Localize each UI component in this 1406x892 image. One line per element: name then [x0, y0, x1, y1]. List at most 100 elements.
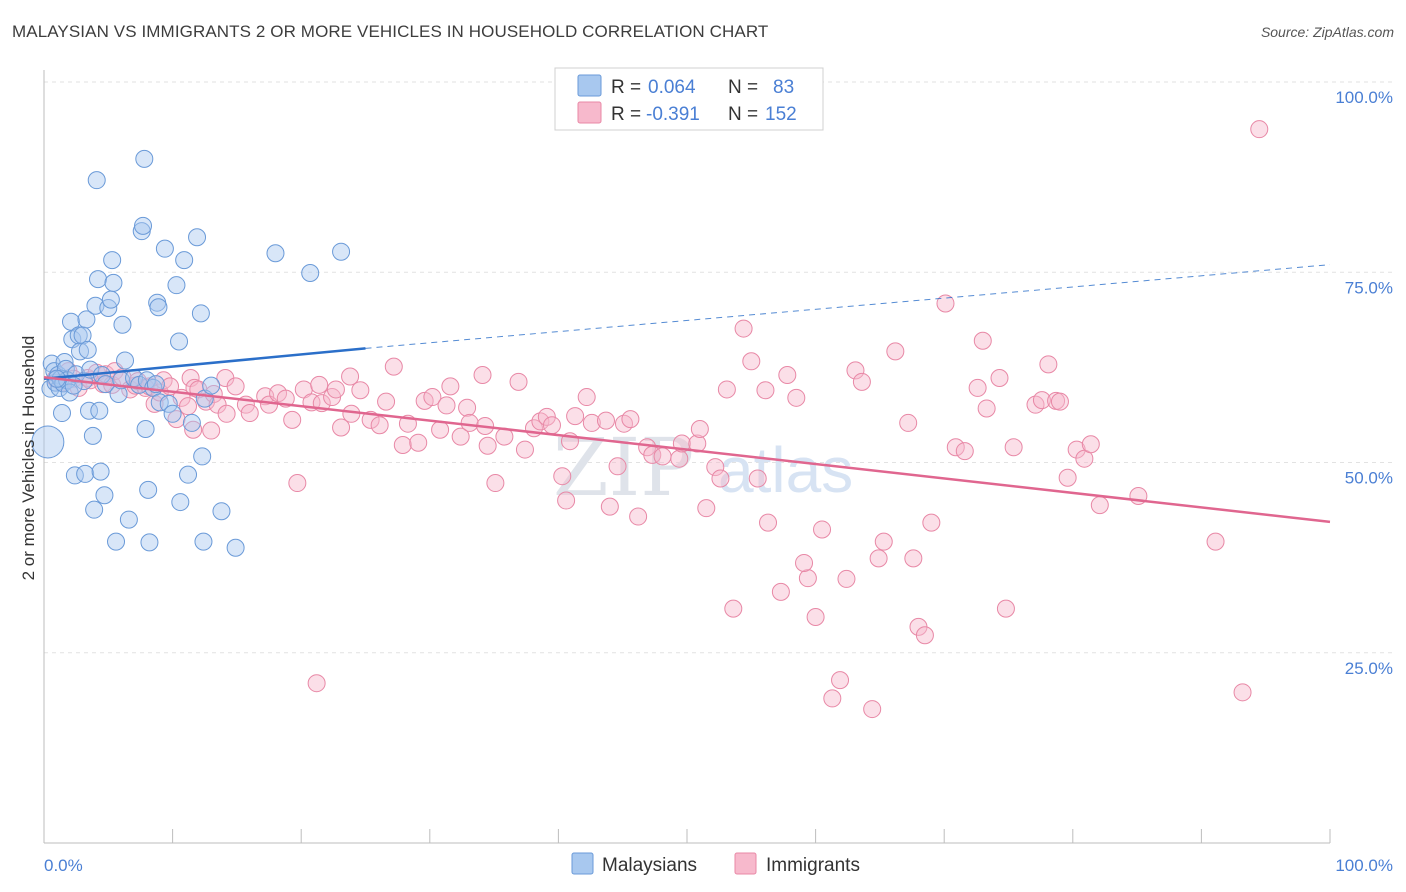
- tick-labels: 100.0% 75.0% 50.0% 25.0% 0.0% 100.0%: [44, 88, 1393, 875]
- malaysians-point: [188, 228, 207, 247]
- y-tick-label: 75.0%: [1345, 278, 1393, 297]
- immigrants-point: [787, 388, 806, 407]
- malaysians-point: [150, 393, 169, 412]
- immigrants-point: [621, 410, 640, 429]
- immigrants-point: [711, 469, 730, 488]
- x-tick-label: 100.0%: [1335, 856, 1393, 875]
- malaysians-point: [226, 538, 245, 557]
- immigrants-point: [441, 377, 460, 396]
- immigrants-point: [690, 420, 709, 439]
- series-legend: Malaysians Immigrants: [571, 852, 860, 876]
- y-axis-title: 2 or more Vehicles in Household: [19, 336, 38, 581]
- y-tick-label: 100.0%: [1335, 88, 1393, 107]
- immigrants-point: [393, 435, 412, 454]
- legend-r-label: R =: [611, 77, 641, 98]
- stats-legend: R = 0.064 N = 83 R = -0.391 N = 152: [554, 67, 824, 131]
- immigrants-point: [806, 607, 825, 626]
- malaysians-point: [78, 340, 97, 359]
- immigrants-point: [451, 427, 470, 446]
- immigrants-point: [342, 404, 361, 423]
- immigrants-point: [509, 372, 528, 391]
- immigrants-point: [437, 396, 456, 415]
- immigrants-point: [553, 467, 572, 486]
- immigrants-point: [742, 352, 761, 371]
- malaysians-point: [136, 420, 155, 439]
- immigrants-point: [968, 378, 987, 397]
- immigrants-point: [831, 671, 850, 690]
- immigrants-point: [813, 520, 832, 539]
- immigrants-point: [608, 457, 627, 476]
- malaysians-point: [76, 464, 95, 483]
- y-tick-label: 50.0%: [1345, 469, 1393, 488]
- immigrants-point: [973, 331, 992, 350]
- immigrants-point: [996, 599, 1015, 618]
- legend-swatch-malaysians: [577, 74, 602, 97]
- malaysians-point: [71, 342, 90, 361]
- immigrants-point: [869, 549, 888, 568]
- immigrants-point: [614, 414, 633, 433]
- malaysians-trend-line: [43, 347, 366, 381]
- immigrants-point: [384, 357, 403, 376]
- malaysians-point: [62, 312, 81, 331]
- immigrants-point: [748, 469, 767, 488]
- malaysians-point: [101, 290, 120, 309]
- malaysians-point: [202, 376, 221, 395]
- legend-r-value: -0.391: [646, 104, 700, 125]
- legend-n-value: 83: [773, 77, 794, 98]
- immigrants-point: [423, 388, 442, 407]
- malaysians-point: [134, 216, 153, 235]
- legend-n-value: 152: [765, 104, 797, 125]
- bottom-legend-malaysians: Malaysians: [602, 855, 697, 876]
- immigrants-point: [899, 413, 918, 432]
- immigrants-point: [600, 497, 619, 516]
- immigrants-point: [734, 319, 753, 338]
- malaysians-point: [55, 353, 74, 372]
- immigrants-point: [1081, 435, 1100, 454]
- immigrants-point: [955, 442, 974, 461]
- immigrants-point: [886, 342, 905, 361]
- malaysians-point: [31, 425, 65, 459]
- immigrants-point: [283, 410, 302, 429]
- malaysians-point: [212, 502, 231, 521]
- source-label: Source: ZipAtlas.com: [1260, 24, 1394, 40]
- immigrants-point: [409, 433, 428, 452]
- legend-swatch-immigrants: [577, 101, 602, 124]
- malaysians-point: [163, 404, 182, 423]
- x-tick-label: 0.0%: [44, 856, 83, 875]
- immigrants-point: [1090, 496, 1109, 515]
- malaysians-point: [80, 401, 99, 420]
- immigrants-point: [515, 440, 534, 459]
- malaysians-point: [103, 251, 122, 270]
- immigrants-point: [653, 447, 672, 466]
- immigrants-point: [823, 689, 842, 708]
- immigrants-point: [226, 377, 245, 396]
- malaysians-point: [171, 493, 190, 512]
- immigrants-point: [596, 411, 615, 430]
- malaysians-point: [85, 500, 104, 519]
- immigrants-point: [1250, 120, 1269, 139]
- bottom-legend-immigrants: Immigrants: [766, 855, 860, 876]
- immigrants-point: [717, 380, 736, 399]
- immigrants-point: [798, 569, 817, 588]
- malaysians-point: [332, 242, 351, 261]
- malaysians-point: [89, 270, 108, 289]
- immigrants-point: [332, 418, 351, 437]
- immigrants-point: [307, 674, 326, 693]
- immigrants-point: [288, 474, 307, 493]
- malaysians-point: [301, 264, 320, 283]
- immigrants-point: [310, 375, 329, 394]
- immigrants-point: [874, 532, 893, 551]
- immigrants-point: [179, 397, 198, 416]
- legend-n-label: N =: [728, 77, 758, 98]
- trend-lines: [43, 264, 1331, 524]
- malaysians-point: [90, 401, 109, 420]
- immigrants-point: [904, 549, 923, 568]
- malaysians-point: [149, 298, 168, 317]
- malaysians-point: [140, 533, 159, 552]
- malaysians-point: [139, 480, 158, 499]
- immigrants-point: [1039, 355, 1058, 374]
- immigrants-point: [977, 399, 996, 418]
- immigrants-point: [946, 438, 965, 457]
- legend-r-label: R =: [611, 104, 641, 125]
- y-tick-label: 25.0%: [1345, 659, 1393, 678]
